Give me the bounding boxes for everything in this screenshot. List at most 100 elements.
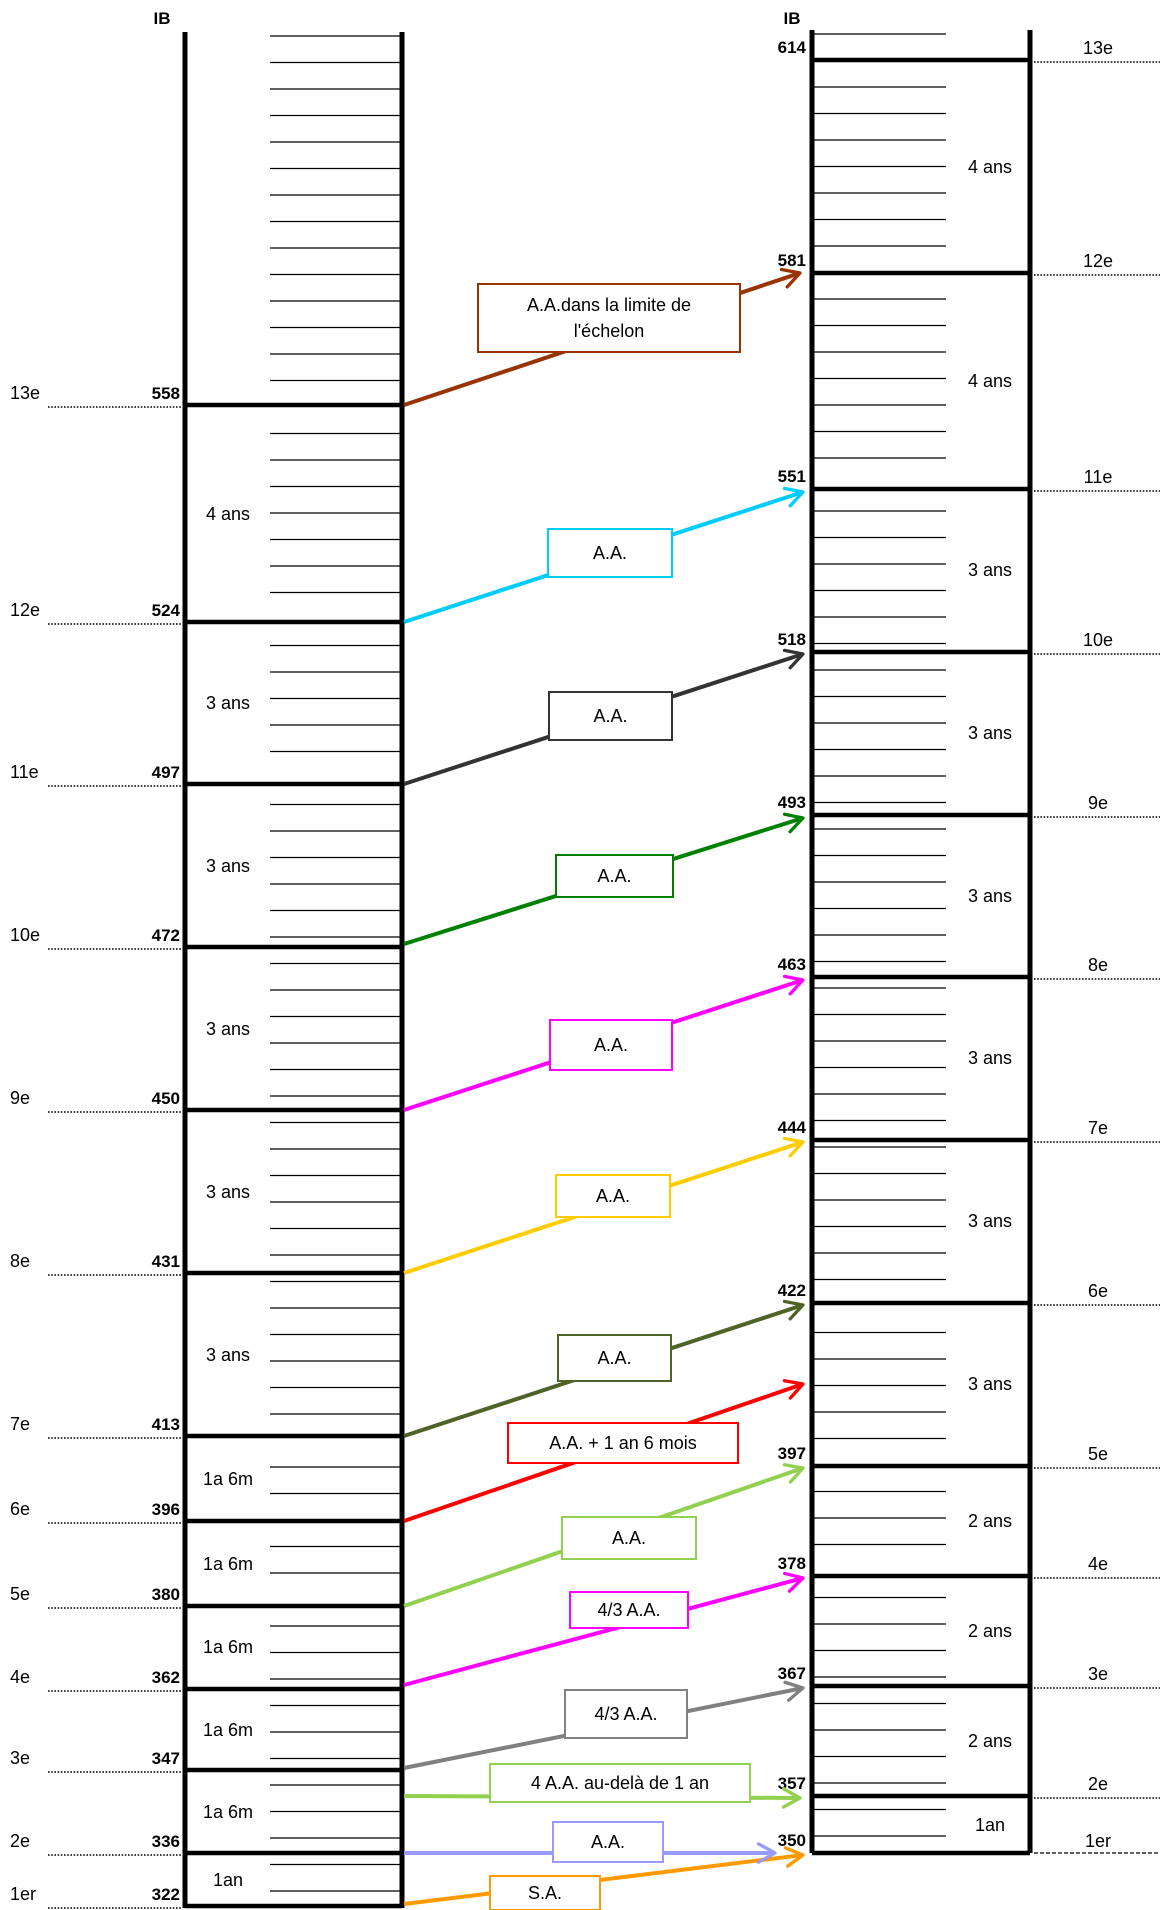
transition-arrow: A.A. bbox=[403, 486, 805, 624]
transition-label: 4/3 A.A. bbox=[594, 1704, 657, 1724]
left-duration-label: 1a 6m bbox=[203, 1637, 253, 1657]
right-echelon-label: 10e bbox=[1083, 630, 1113, 650]
right-ib-value: 422 bbox=[778, 1281, 806, 1300]
left-duration-label-bg bbox=[206, 1869, 250, 1891]
right-duration-label: 4 ans bbox=[968, 157, 1012, 177]
transition-label-box bbox=[552, 1821, 664, 1863]
transition-label: 4 A.A. au-delà de 1 an bbox=[531, 1773, 709, 1793]
right-ib-value: 367 bbox=[778, 1664, 806, 1683]
transition-arrow: A.A.dans la limite de l'échelon bbox=[403, 267, 802, 407]
right-echelon-label: 2e bbox=[1088, 1774, 1108, 1794]
left-duration-label: 3 ans bbox=[206, 693, 250, 713]
transition-arrow: A.A. bbox=[403, 648, 805, 786]
right-ib-value: 518 bbox=[778, 630, 806, 649]
right-scale-steps: 1er 350 2e 357 3e 367 4e 378 5e 397 6e 422 7e 444 8e 46… bbox=[778, 38, 1160, 1856]
left-duration-label: 1a 6m bbox=[203, 1469, 253, 1489]
right-duration-label-bg bbox=[961, 1730, 1019, 1752]
left-duration-label-bg bbox=[199, 503, 257, 525]
left-ib-value: 380 bbox=[152, 1585, 180, 1604]
transition-arrow: S.A. bbox=[403, 1846, 805, 1910]
right-ib-value: 350 bbox=[778, 1831, 806, 1850]
left-ib-value: 450 bbox=[152, 1089, 180, 1108]
right-ib-value: 357 bbox=[778, 1774, 806, 1793]
left-echelon-label: 6e bbox=[10, 1499, 30, 1519]
left-echelon-label: 12e bbox=[10, 600, 40, 620]
transition-label: S.A. bbox=[528, 1883, 562, 1903]
transition-arrow: A.A. bbox=[403, 812, 805, 946]
right-duration-label: 3 ans bbox=[968, 1048, 1012, 1068]
left-duration-label-bg bbox=[196, 1636, 260, 1658]
right-duration-label: 2 ans bbox=[968, 1621, 1012, 1641]
left-echelon-label: 13e bbox=[10, 383, 40, 403]
left-ib-value: 558 bbox=[152, 384, 180, 403]
transition-label-box bbox=[549, 1019, 673, 1071]
left-scale-durations: 1an 1a 6m 1a 6m 1a 6m 1a 6m 1a 6m 3 ans 3 ans 3 … bbox=[196, 503, 260, 1891]
left-ib-value: 497 bbox=[152, 763, 180, 782]
left-ib-value: 524 bbox=[152, 601, 181, 620]
transition-arrow: A.A. bbox=[403, 1299, 805, 1438]
transition-arrow: A.A. bbox=[403, 1463, 805, 1608]
left-echelon-label: 9e bbox=[10, 1088, 30, 1108]
right-ib-value: 378 bbox=[778, 1554, 806, 1573]
left-echelon-label: 5e bbox=[10, 1584, 30, 1604]
left-duration-label: 1a 6m bbox=[203, 1720, 253, 1740]
right-duration-label-bg bbox=[961, 1510, 1019, 1532]
transition-label-box bbox=[555, 854, 674, 898]
transition-label: A.A. + 1 an 6 mois bbox=[549, 1433, 697, 1453]
left-ib-value: 336 bbox=[152, 1832, 180, 1851]
right-duration-label: 2 ans bbox=[968, 1731, 1012, 1751]
transition-arrow: 4 A.A. au-delà de 1 an bbox=[403, 1763, 802, 1809]
left-duration-label-bg bbox=[196, 1801, 260, 1823]
left-echelon-label: 8e bbox=[10, 1251, 30, 1271]
right-duration-label: 3 ans bbox=[968, 560, 1012, 580]
left-duration-label: 3 ans bbox=[206, 856, 250, 876]
transition-label-box bbox=[477, 283, 741, 353]
right-ib-value: 581 bbox=[778, 251, 806, 270]
transition-arrow: A.A. bbox=[403, 1136, 805, 1275]
right-scale: 1er 350 2e 357 3e 367 4e 378 5e 397 6e 422 7e 444 8e 46… bbox=[778, 30, 1160, 1856]
transition-label: A.A. bbox=[594, 1035, 628, 1055]
right-echelon-label: 4e bbox=[1088, 1554, 1108, 1574]
left-ib-value: 396 bbox=[152, 1500, 180, 1519]
left-echelon-label: 11e bbox=[10, 762, 39, 782]
left-scale-rungs bbox=[270, 35, 402, 1892]
right-duration-label: 4 ans bbox=[968, 371, 1012, 391]
transition-label-box bbox=[564, 1689, 688, 1739]
right-echelon-label: 8e bbox=[1088, 955, 1108, 975]
left-echelon-label: 3e bbox=[10, 1748, 30, 1768]
left-duration-label-bg bbox=[196, 1553, 260, 1575]
right-duration-label-bg bbox=[968, 1814, 1012, 1836]
right-ib-value: 463 bbox=[778, 955, 806, 974]
right-echelon-label: 13e bbox=[1083, 38, 1113, 58]
right-duration-label: 3 ans bbox=[968, 886, 1012, 906]
left-duration-label-bg bbox=[199, 1344, 257, 1366]
transition-label-box bbox=[489, 1763, 751, 1803]
left-scale-steps: 1er 322 2e 336 3e 347 4e 362 5e 380 6e 396 7e 413 8e 43… bbox=[10, 383, 402, 1909]
left-echelon-label: 1er bbox=[10, 1884, 36, 1904]
transition-label-box bbox=[548, 691, 673, 741]
right-echelon-label: 12e bbox=[1083, 251, 1113, 271]
left-echelon-label: 10e bbox=[10, 925, 40, 945]
transition-arrow: A.A. bbox=[403, 974, 805, 1112]
right-ib-value: 614 bbox=[778, 38, 807, 57]
transition-label: A.A. bbox=[596, 1186, 630, 1206]
left-duration-label: 3 ans bbox=[206, 1345, 250, 1365]
right-echelon-label: 7e bbox=[1088, 1118, 1108, 1138]
left-duration-label-bg bbox=[199, 1181, 257, 1203]
right-ib-value: 397 bbox=[778, 1444, 806, 1463]
transition-label: A.A.dans la limite de l'échelon bbox=[527, 295, 691, 341]
right-duration-label-bg bbox=[961, 156, 1019, 178]
right-duration-label-bg bbox=[961, 722, 1019, 744]
right-duration-label: 3 ans bbox=[968, 723, 1012, 743]
right-echelon-label: 6e bbox=[1088, 1281, 1108, 1301]
transition-arrow-line bbox=[403, 1571, 805, 1687]
left-duration-label-bg bbox=[196, 1719, 260, 1741]
left-duration-label: 1an bbox=[213, 1870, 243, 1890]
transition-label: A.A. bbox=[591, 1832, 625, 1852]
left-ib-value: 472 bbox=[152, 926, 180, 945]
right-echelon-label: 9e bbox=[1088, 793, 1108, 813]
transition-label: A.A. bbox=[612, 1528, 646, 1548]
left-ib-value: 347 bbox=[152, 1749, 180, 1768]
left-duration-label-bg bbox=[199, 692, 257, 714]
right-ib-value: 444 bbox=[778, 1118, 807, 1137]
